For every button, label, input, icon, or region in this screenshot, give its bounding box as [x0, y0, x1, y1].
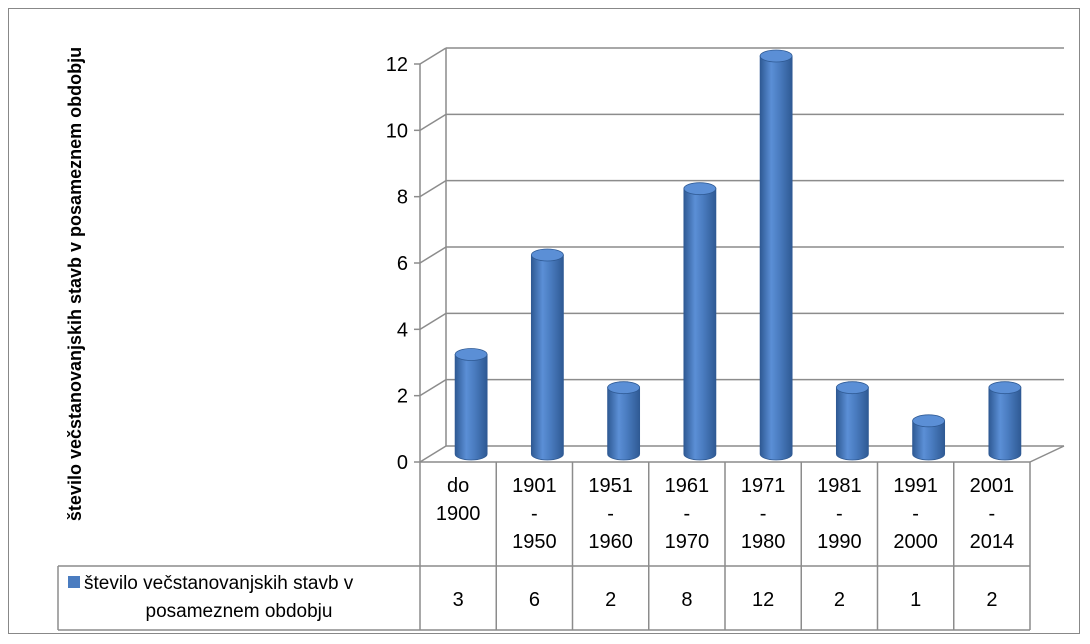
y-tick-label: 0 — [397, 452, 408, 474]
bar-top — [835, 381, 869, 395]
x-category-label: 1961 — [665, 475, 710, 497]
bar-5 — [835, 381, 869, 461]
data-table-value: 6 — [529, 589, 540, 611]
bar-top — [759, 49, 793, 63]
x-category-label: - — [531, 503, 538, 525]
x-category-label: - — [684, 503, 691, 525]
gridline-diagonal — [419, 47, 447, 65]
bar-body — [988, 387, 1022, 461]
x-category-label: 2014 — [970, 531, 1015, 553]
bar-top — [454, 348, 488, 361]
x-category-label: - — [607, 503, 614, 525]
x-category-label: 1971 — [741, 475, 786, 497]
x-category-label: 1901 — [512, 475, 557, 497]
data-table-value: 3 — [453, 589, 464, 611]
data-table-value: 2 — [834, 589, 845, 611]
data-table-value: 2 — [986, 589, 997, 611]
bar-7 — [988, 381, 1022, 461]
bar-6 — [912, 414, 946, 461]
x-category-label: - — [989, 503, 996, 525]
bar-top — [912, 414, 946, 428]
y-tick-label: 12 — [386, 54, 408, 76]
x-category-label: 1951 — [588, 475, 633, 497]
gridline-diagonal — [419, 445, 447, 463]
x-category-label: do — [447, 475, 469, 497]
x-category-label: 1970 — [665, 531, 710, 553]
x-category-label: - — [912, 503, 919, 525]
y-tick-label: 4 — [397, 319, 408, 341]
data-table-value: 2 — [605, 589, 616, 611]
data-table-value: 8 — [681, 589, 692, 611]
bar-body — [607, 387, 641, 461]
floor-right-edge — [1029, 445, 1065, 463]
x-category-label: 1990 — [817, 531, 862, 553]
x-category-label: - — [760, 503, 767, 525]
x-category-label: 1950 — [512, 531, 557, 553]
bar-top — [988, 381, 1022, 395]
gridline-diagonal — [419, 379, 447, 397]
y-tick-label: 2 — [397, 386, 408, 408]
data-table-value: 1 — [910, 589, 921, 611]
bar-top — [683, 182, 717, 196]
bar-4 — [759, 49, 793, 461]
bar-top — [607, 381, 641, 395]
x-category-label: - — [836, 503, 843, 525]
bar-body — [683, 188, 717, 461]
x-category-label: 1981 — [817, 475, 862, 497]
bar-top — [530, 248, 564, 262]
legend-swatch — [68, 576, 80, 588]
gridline-diagonal — [419, 246, 447, 264]
bar-2 — [607, 381, 641, 461]
y-tick-label: 6 — [397, 253, 408, 275]
x-category-label: 1980 — [741, 531, 786, 553]
legend-label-line1: število večstanovanjskih stavb v — [84, 573, 354, 594]
y-tick-label: 10 — [386, 120, 408, 142]
x-category-label: 2001 — [970, 475, 1015, 497]
x-category-label: 1991 — [893, 475, 938, 497]
x-category-label: 2000 — [893, 531, 938, 553]
x-category-label: 1900 — [436, 503, 481, 525]
bar-body — [835, 387, 869, 461]
x-category-label: 1960 — [588, 531, 633, 553]
gridline-diagonal — [419, 312, 447, 330]
bar-body — [454, 354, 488, 461]
gridline-diagonal — [419, 113, 447, 131]
bar-0 — [454, 348, 488, 461]
legend-label-line2: posameznem obdobju — [146, 601, 333, 622]
bar-1 — [530, 248, 564, 461]
bar-body — [530, 254, 564, 461]
bar-body — [912, 420, 946, 461]
y-tick-label: 8 — [397, 187, 408, 209]
bar-3 — [683, 182, 717, 461]
data-table-value: 12 — [752, 589, 774, 611]
bar-body — [759, 55, 793, 461]
gridline-diagonal — [419, 180, 447, 198]
